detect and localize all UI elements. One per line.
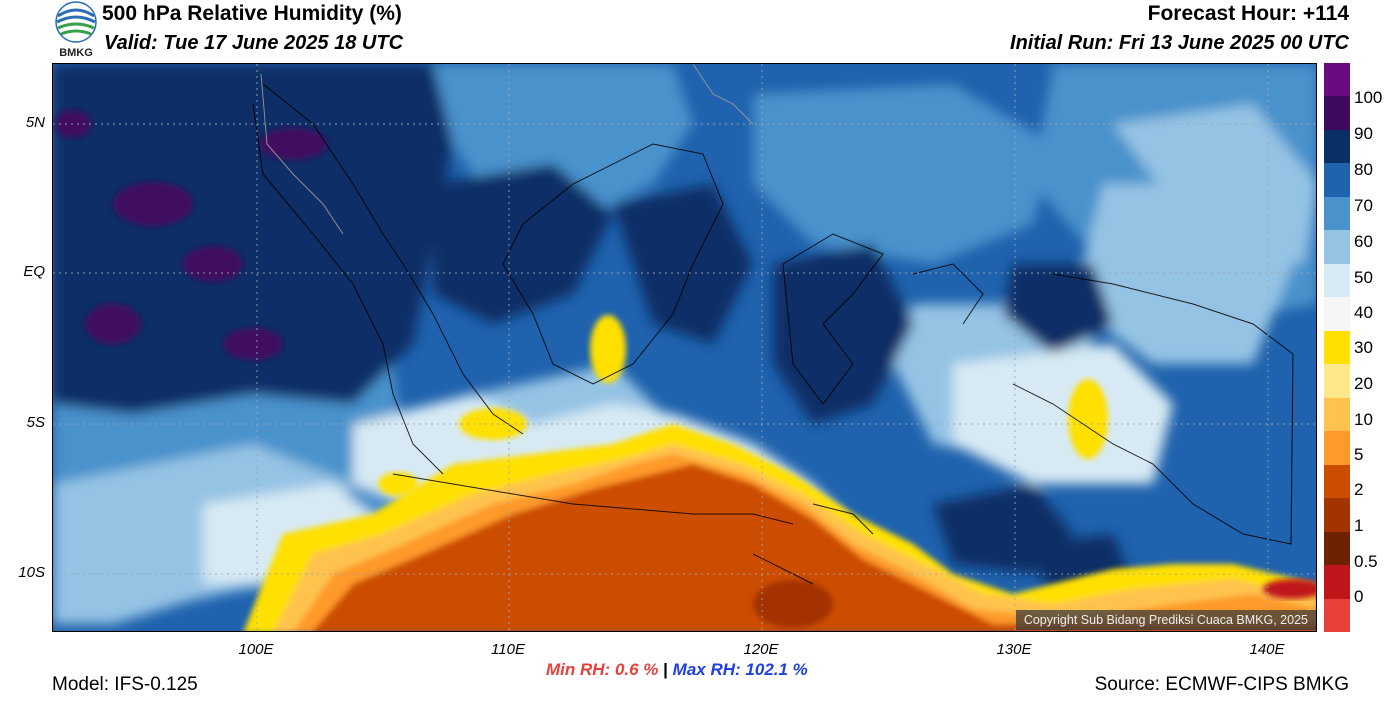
lat-label-5s: 5S <box>26 414 45 431</box>
colorbar-segment <box>1324 63 1350 97</box>
colorbar-segment <box>1324 531 1350 566</box>
lat-label-10s: 10S <box>18 564 45 581</box>
lon-label-100e: 100E <box>238 641 274 658</box>
chart-title: 500 hPa Relative Humidity (%) <box>102 2 402 25</box>
colorbar-segment <box>1324 263 1350 298</box>
copyright-notice: Copyright Sub Bidang Prediksi Cuaca BMKG… <box>1015 610 1316 630</box>
colorbar-segment <box>1324 364 1350 399</box>
lon-label-120e: 120E <box>743 641 779 658</box>
colorbar-segment <box>1324 397 1350 432</box>
lat-label-5n: 5N <box>25 114 45 131</box>
colorbar-segment <box>1324 598 1350 633</box>
colorbar <box>1324 63 1350 633</box>
colorbar-segment <box>1324 498 1350 533</box>
forecast-hour: Forecast Hour: +114 <box>1147 2 1349 25</box>
min-rh-value: 0.6 % <box>614 660 659 679</box>
model-info: Model: IFS-0.125 <box>52 674 198 695</box>
colorbar-label: 100 <box>1354 88 1383 107</box>
colorbar-segment <box>1324 431 1350 466</box>
colorbar-segment <box>1324 196 1350 231</box>
initial-run: Initial Run: Fri 13 June 2025 00 UTC <box>1010 32 1349 54</box>
lon-label-110e: 110E <box>491 641 525 658</box>
colorbar-segment <box>1324 464 1350 499</box>
max-rh-value: 102.1 % <box>745 660 808 679</box>
source-info: Source: ECMWF-CIPS BMKG <box>1094 674 1349 695</box>
colorbar-label: 30 <box>1354 338 1373 357</box>
humidity-map <box>52 63 1317 632</box>
colorbar-label: 90 <box>1354 124 1373 143</box>
colorbar-segment <box>1324 129 1350 164</box>
colorbar-label: 0 <box>1354 587 1364 606</box>
colorbar-label: 60 <box>1354 232 1373 251</box>
colorbar-label: 20 <box>1354 374 1373 393</box>
colorbar-label: 2 <box>1354 480 1364 499</box>
colorbar-label: 5 <box>1354 445 1364 464</box>
colorbar-segment <box>1324 96 1350 131</box>
min-rh-label: Min RH: <box>546 660 611 679</box>
colorbar-label: 0.5 <box>1354 552 1378 571</box>
colorbar-label: 40 <box>1354 303 1373 322</box>
colorbar-label: 1 <box>1354 516 1364 535</box>
min-max-summary: Min RH: 0.6 % | Max RH: 102.1 % <box>546 660 808 680</box>
colorbar-label: 80 <box>1354 160 1373 179</box>
lat-label-eq: EQ <box>23 263 45 280</box>
humidity-field <box>53 64 1316 631</box>
colorbar-segment <box>1324 297 1350 332</box>
max-rh-label: Max RH: <box>672 660 741 679</box>
colorbar-label: 70 <box>1354 196 1373 215</box>
logo-text: BMKG <box>59 47 93 59</box>
colorbar-segment <box>1324 163 1350 198</box>
colorbar-segment <box>1324 230 1350 265</box>
separator: | <box>663 660 668 679</box>
valid-time: Valid: Tue 17 June 2025 18 UTC <box>104 32 404 54</box>
colorbar-label: 10 <box>1354 410 1373 429</box>
bmkg-logo <box>52 0 100 60</box>
colorbar-segment <box>1324 565 1350 600</box>
colorbar-segment <box>1324 330 1350 365</box>
colorbar-label: 50 <box>1354 268 1373 287</box>
lon-label-130e: 130E <box>996 641 1032 658</box>
lon-label-140e: 140E <box>1249 641 1285 658</box>
